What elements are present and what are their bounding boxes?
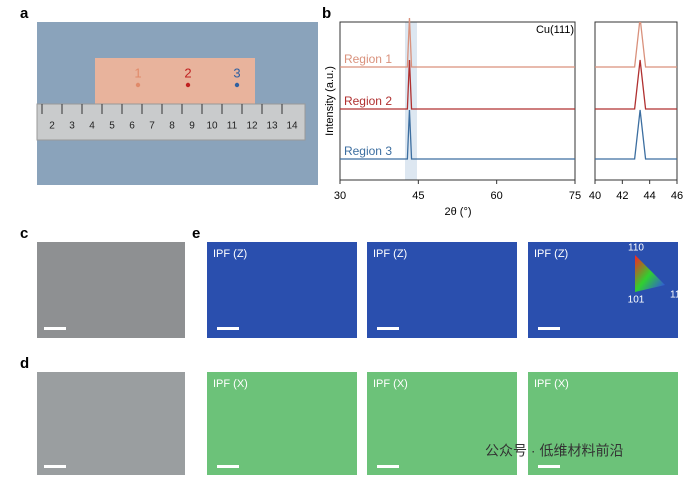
xrd-trace (340, 17, 575, 68)
xrd-trace (340, 59, 575, 110)
scale-bar (217, 465, 239, 468)
region-number: 3 (233, 65, 240, 80)
ipf-triangle (635, 255, 665, 292)
ipf-map (367, 372, 517, 475)
region-dot (135, 82, 141, 88)
x-tick-label: 46 (671, 190, 683, 202)
plot-frame (339, 21, 576, 181)
ipf-label: IPF (X) (373, 378, 408, 390)
region-number: 2 (184, 65, 191, 80)
panel-label: c (20, 225, 28, 242)
panel-label: b (322, 5, 331, 22)
ruler-number: 8 (169, 121, 175, 132)
ipf-map (528, 242, 678, 338)
region-number: 1 (134, 65, 141, 80)
x-tick-label: 40 (589, 190, 601, 202)
ruler-number: 12 (246, 121, 258, 132)
ipf-label: IPF (Z) (373, 248, 407, 260)
x-tick-label: 42 (616, 190, 628, 202)
ipf-map (528, 372, 678, 475)
scale-bar (538, 327, 560, 330)
ipf-label: IPF (Z) (534, 248, 568, 260)
ruler-number: 14 (286, 121, 298, 132)
ruler-number: 6 (129, 121, 135, 132)
xrd-trace (340, 109, 575, 160)
panel-label: e (192, 225, 200, 242)
ipf-label: IPF (Z) (213, 248, 247, 260)
ruler-number: 11 (227, 121, 238, 132)
inset-frame (594, 21, 678, 181)
xrd-trace-inset (595, 22, 677, 68)
panel-label: a (20, 5, 29, 22)
series-label: Region 3 (344, 144, 392, 158)
region-dot (234, 82, 240, 88)
y-axis-label: Intensity (a.u.) (324, 66, 336, 136)
scale-bar (538, 465, 560, 468)
scale-bar (377, 465, 399, 468)
ruler-number: 13 (266, 121, 278, 132)
x-tick-label: 75 (569, 190, 581, 202)
ruler-number: 7 (149, 121, 155, 132)
x-tick-label: 60 (491, 190, 503, 202)
x-tick-label: 44 (644, 190, 656, 202)
ipf-label: IPF (X) (534, 378, 569, 390)
watermark: 公众号 · 低维材料前沿 (485, 443, 623, 459)
x-tick-label: 45 (412, 190, 424, 202)
xrd-trace-inset (595, 109, 677, 160)
annotation: Cu(111) (536, 24, 574, 36)
ipf-label: IPF (X) (213, 378, 248, 390)
ipf-legend: 110 (628, 243, 644, 254)
x-tick-label: 30 (334, 190, 346, 202)
ruler-number: 9 (189, 121, 195, 132)
ipf-map (367, 242, 517, 338)
ipf-map (207, 372, 357, 475)
ruler-number: 10 (206, 121, 218, 132)
xrd-trace-inset (595, 59, 677, 110)
x-axis-label: 2θ (°) (444, 206, 471, 218)
series-label: Region 2 (344, 94, 392, 108)
scale-bar (217, 327, 239, 330)
ipf-legend: 101 (628, 295, 645, 306)
region-dot (185, 82, 191, 88)
ruler-number: 4 (89, 121, 95, 132)
ipf-map (207, 242, 357, 338)
ruler-number: 2 (49, 121, 55, 132)
ruler-number: 5 (109, 121, 115, 132)
copper-foil (95, 58, 255, 108)
scale-bar (44, 465, 66, 468)
panel-label: d (20, 355, 29, 372)
scale-bar (44, 327, 66, 330)
series-label: Region 1 (344, 52, 392, 66)
sem-image (37, 372, 185, 475)
sem-image (37, 242, 185, 338)
ipf-legend: 111 (670, 290, 686, 301)
scale-bar (377, 327, 399, 330)
ruler-number: 3 (69, 121, 75, 132)
